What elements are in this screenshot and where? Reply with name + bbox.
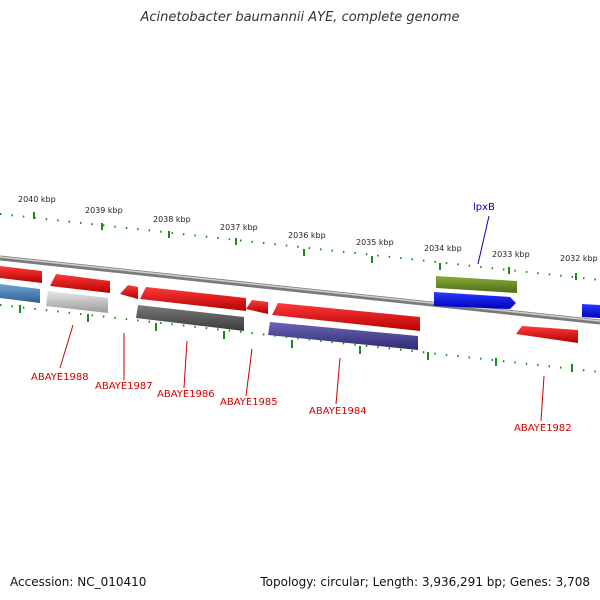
genome-summary-text: Topology: circular; Length: 3,936,291 bp… <box>260 575 590 589</box>
reverse-strand-genes <box>0 284 418 350</box>
gene-feature <box>120 285 138 299</box>
gene-feature <box>50 274 110 293</box>
gene-feature <box>46 291 108 313</box>
gene-label-abaye1982: ABAYE1982 <box>514 423 572 434</box>
gene-label-abaye1987: ABAYE1987 <box>95 381 153 392</box>
gene-feature <box>434 292 516 309</box>
gene-labels: ABAYE1988 ABAYE1987 ABAYE1986 ABAYE1985 … <box>31 202 572 434</box>
gene-feature <box>436 276 517 293</box>
scale-label: 2040 kbp <box>18 195 56 204</box>
label-leaders <box>59 215 545 422</box>
forward-strand-genes <box>0 266 600 343</box>
accession-text: Accession: NC_010410 <box>10 575 147 589</box>
scale-label: 2038 kbp <box>153 215 191 224</box>
gene-label-abaye1988: ABAYE1988 <box>31 372 89 383</box>
scale-label: 2037 kbp <box>220 223 258 232</box>
scale-label: 2036 kbp <box>288 231 326 240</box>
gene-feature <box>0 284 40 303</box>
gene-label-abaye1985: ABAYE1985 <box>220 397 278 408</box>
gene-feature <box>268 322 418 350</box>
gene-feature <box>136 305 244 331</box>
gene-feature <box>140 287 246 311</box>
genome-backbone <box>0 255 600 325</box>
lower-scale-ticks <box>0 304 600 373</box>
gene-label-abaye1986: ABAYE1986 <box>157 389 215 400</box>
gene-feature <box>516 326 578 343</box>
gene-feature <box>0 266 42 283</box>
map-title: Acinetobacter baumannii AYE, complete ge… <box>140 10 460 25</box>
gene-feature <box>582 304 600 318</box>
scale-labels: 2040 kbp 2039 kbp 2038 kbp 2037 kbp 2036… <box>18 195 598 263</box>
scale-label: 2039 kbp <box>85 206 123 215</box>
gene-label-lpxb: lpxB <box>473 202 495 213</box>
scale-label: 2033 kbp <box>492 250 530 259</box>
upper-scale-major-ticks <box>33 212 577 280</box>
scale-label: 2035 kbp <box>356 238 394 247</box>
gene-feature <box>246 300 268 314</box>
gene-feature <box>272 303 420 331</box>
gene-label-abaye1984: ABAYE1984 <box>309 406 367 417</box>
scale-label: 2034 kbp <box>424 244 462 253</box>
scale-label: 2032 kbp <box>560 254 598 263</box>
